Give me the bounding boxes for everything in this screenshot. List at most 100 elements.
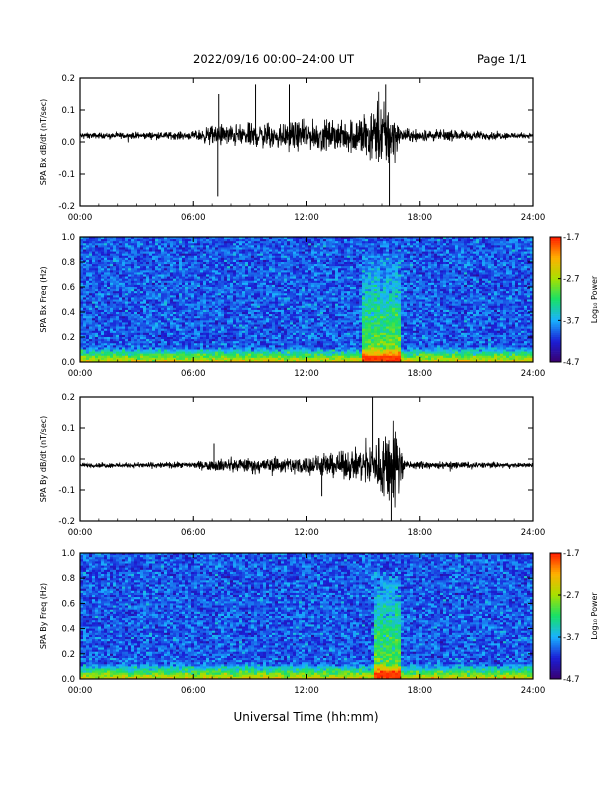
spectrogram-cell (200, 351, 204, 354)
spectrogram-cell (224, 343, 228, 346)
spectrogram-cell (221, 280, 225, 284)
spectrogram-cell (278, 293, 282, 296)
spectrogram-cell (188, 291, 192, 294)
spectrogram-cell (215, 270, 219, 273)
spectrogram-cell (158, 276, 162, 279)
spectrogram-cell (239, 280, 243, 284)
spectrogram-cell (158, 291, 162, 294)
spectrogram-cell (104, 247, 108, 250)
spectrogram-cell (113, 309, 117, 313)
spectrogram-cell (188, 297, 192, 300)
spectrogram-cell (95, 339, 99, 342)
spectrogram-cell (113, 312, 117, 315)
spectrogram-cell (167, 280, 171, 284)
spectrogram-cell (167, 268, 171, 271)
spectrogram-cell (269, 343, 273, 346)
spectrogram-cell (293, 274, 297, 277)
spectrogram-cell (227, 312, 231, 315)
spectrogram-cell (194, 297, 198, 300)
spectrogram-cell (308, 268, 312, 271)
spectrogram-cell (239, 337, 243, 340)
spectrogram-cell (182, 318, 186, 321)
spectrogram-cell (143, 357, 147, 361)
spectrogram-cell (203, 345, 207, 348)
spectrogram-cell (122, 255, 126, 259)
spectrogram-cell (221, 249, 225, 252)
spectrogram-cell (155, 257, 159, 261)
spectrogram-cell (95, 359, 99, 363)
spectrogram-cell (257, 353, 261, 357)
spectrogram-cell (143, 280, 147, 284)
spectrogram-cell (113, 259, 117, 263)
spectrogram-cell (173, 351, 177, 354)
spectrogram-cell (167, 293, 171, 296)
spectrogram-cell (242, 284, 246, 288)
spectrogram-cell (194, 276, 198, 279)
spectrogram-cell (158, 293, 162, 296)
spectrogram-cell (152, 293, 156, 296)
spectrogram-cell (176, 255, 180, 259)
spectrogram-cell (143, 337, 147, 340)
spectrogram-cell (89, 276, 93, 279)
spectrogram-cell (317, 287, 321, 290)
spectrogram-cell (137, 334, 141, 338)
spectrogram-cell (101, 307, 105, 311)
spectrogram-cell (164, 351, 168, 354)
spectrogram-cell (155, 287, 159, 290)
spectrogram-cell (122, 301, 126, 304)
spectrogram-cell (236, 337, 240, 340)
spectrogram-cell (275, 324, 279, 327)
spectrogram-cell (173, 293, 177, 296)
spectrogram-cell (317, 355, 321, 359)
spectrogram-cell (86, 301, 90, 304)
spectrogram-cell (209, 322, 213, 325)
spectrogram-cell (137, 270, 141, 273)
spectrogram-cell (239, 291, 243, 294)
spectrogram-cell (152, 259, 156, 263)
spectrogram-cell (263, 337, 267, 340)
spectrogram-cell (137, 322, 141, 325)
spectrogram-cell (269, 284, 273, 288)
spectrogram-cell (323, 287, 327, 290)
spectrogram-cell (230, 257, 234, 261)
spectrogram-cell (302, 297, 306, 300)
spectrogram-cell (80, 251, 84, 254)
spectrogram-cell (182, 301, 186, 304)
spectrogram-cell (113, 345, 117, 348)
spectrogram-cell (302, 299, 306, 302)
spectrogram-cell (89, 280, 93, 284)
spectrogram-cell (245, 320, 249, 323)
spectrogram-cell (92, 347, 96, 350)
spectrogram-cell (239, 312, 243, 315)
spectrogram-cell (194, 307, 198, 311)
spectrogram-cell (239, 328, 243, 332)
spectrogram-cell (86, 255, 90, 259)
spectrogram-cell (83, 247, 87, 250)
spectrogram-cell (272, 322, 276, 325)
spectrogram-cell (89, 349, 93, 352)
spectrogram-cell (152, 266, 156, 269)
spectrogram-cell (125, 287, 129, 290)
spectrogram-cell (125, 305, 129, 309)
spectrogram-cell (269, 255, 273, 259)
spectrogram-cell (302, 334, 306, 338)
spectrogram-cell (323, 257, 327, 261)
spectrogram-cell (155, 334, 159, 338)
spectrogram-cell (146, 330, 150, 334)
spectrogram-cell (182, 259, 186, 263)
spectrogram-cell (140, 334, 144, 338)
spectrogram-cell (272, 334, 276, 338)
spectrogram-cell (197, 291, 201, 294)
spectrogram-cell (320, 278, 324, 282)
spectrogram-cell (227, 282, 231, 286)
spectrogram-cell (188, 243, 192, 246)
spectrogram-cell (101, 322, 105, 325)
spectrogram-cell (83, 241, 87, 244)
spectrogram-cell (314, 318, 318, 321)
spectrogram-cell (89, 257, 93, 261)
spectrogram-cell (80, 262, 84, 265)
spectrogram-cell (161, 351, 165, 354)
spectrogram-cell (311, 251, 315, 254)
spectrogram-cell (104, 243, 108, 246)
spectrogram-cell (221, 278, 225, 282)
